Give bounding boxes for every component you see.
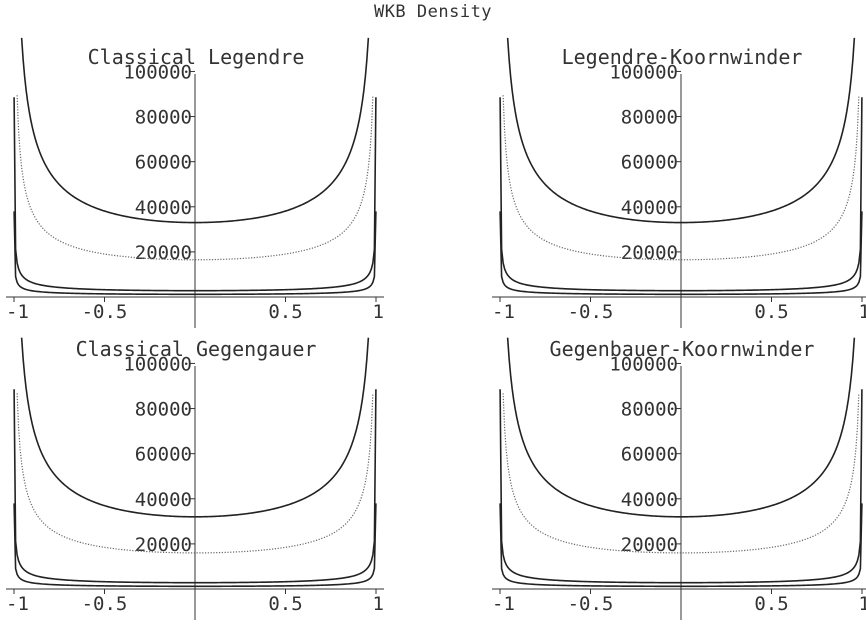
x-tick-label: 0.5: [268, 301, 302, 323]
x-tick-label: 0.5: [754, 593, 788, 615]
series-line-0: [20, 37, 370, 224]
y-tick-label: 80000: [135, 399, 192, 421]
x-tick-label: -0.5: [82, 301, 128, 323]
y-tick-label: 20000: [135, 242, 192, 264]
x-tick-label: -0.5: [568, 301, 614, 323]
chart-svg: Classical Gegengauer 20000 40000 60000 80000…: [6, 337, 384, 620]
x-tick-label: -1: [492, 593, 515, 615]
y-tick-label: 80000: [621, 399, 678, 421]
x-tick-label: 1: [859, 593, 866, 615]
y-tick-label: 60000: [621, 444, 678, 466]
chart-panel-gegenbauer-koornwinder: Gegenbauer-Koornwinder 20000 40000 60000 800…: [492, 332, 866, 622]
x-tick-label: -1: [492, 301, 515, 323]
series-line-3: [13, 503, 377, 588]
series-line-0: [20, 337, 370, 518]
x-tick-label: 1: [373, 593, 384, 615]
y-tick-label: 20000: [135, 534, 192, 556]
figure-title: WKB Density: [373, 2, 493, 22]
series-line-3: [499, 503, 863, 588]
y-tick-label: 40000: [135, 197, 192, 219]
y-tick-label: 100000: [123, 353, 192, 375]
y-tick-label: 60000: [135, 152, 192, 174]
chart-title: Gegenbauer-Koornwinder: [550, 337, 815, 361]
series-line-2: [499, 389, 863, 584]
chart-title: Classical Gegengauer: [76, 337, 317, 361]
y-tick-label: 40000: [621, 197, 678, 219]
series-line-1: [502, 393, 860, 554]
y-tick-label: 100000: [609, 353, 678, 375]
y-tick-label: 80000: [621, 107, 678, 129]
series-line-2: [13, 389, 377, 584]
series-line-1: [16, 393, 374, 554]
series-line-0: [506, 337, 856, 518]
y-tick-label: 40000: [621, 489, 678, 511]
series-line-0: [506, 37, 856, 224]
x-tick-label: 1: [859, 301, 866, 323]
x-tick-label: 1: [373, 301, 384, 323]
y-tick-label: 60000: [135, 444, 192, 466]
y-tick-label: 80000: [135, 107, 192, 129]
x-tick-label: 0.5: [754, 301, 788, 323]
chart-svg: Gegenbauer-Koornwinder 20000 40000 60000 800…: [492, 337, 866, 620]
chart-svg: Classical Legendre2000040000600008000010…: [6, 37, 384, 328]
x-tick-label: 0.5: [268, 593, 302, 615]
x-tick-label: -0.5: [568, 593, 614, 615]
x-tick-label: -1: [6, 301, 29, 323]
chart-svg: Legendre-Koornwinder 20000 40000 60000 80000…: [492, 37, 866, 328]
series-line-3: [499, 211, 863, 296]
series-line-1: [16, 95, 374, 261]
chart-panel-classical-gegengauer: Classical Gegengauer 20000 40000 60000 80000…: [6, 332, 386, 622]
chart-panel-legendre-koornwinder: Legendre-Koornwinder 20000 40000 60000 80000…: [492, 37, 866, 330]
y-tick-label: 20000: [621, 534, 678, 556]
chart-title: Classical Legendre: [88, 45, 305, 69]
series-line-2: [499, 97, 863, 292]
y-tick-label: 100000: [123, 61, 192, 83]
y-tick-label: 100000: [609, 61, 678, 83]
x-tick-label: -0.5: [82, 593, 128, 615]
series-line-3: [13, 211, 377, 296]
series-line-2: [13, 97, 377, 292]
y-tick-label: 20000: [621, 242, 678, 264]
y-tick-label: 60000: [621, 152, 678, 174]
series-line-1: [502, 95, 860, 261]
chart-panel-classical-legendre: Classical Legendre 20000 40000 60000 80000 10…: [6, 37, 386, 330]
x-tick-label: -1: [6, 593, 29, 615]
y-tick-label: 40000: [135, 489, 192, 511]
chart-title: Legendre-Koornwinder: [562, 45, 803, 69]
